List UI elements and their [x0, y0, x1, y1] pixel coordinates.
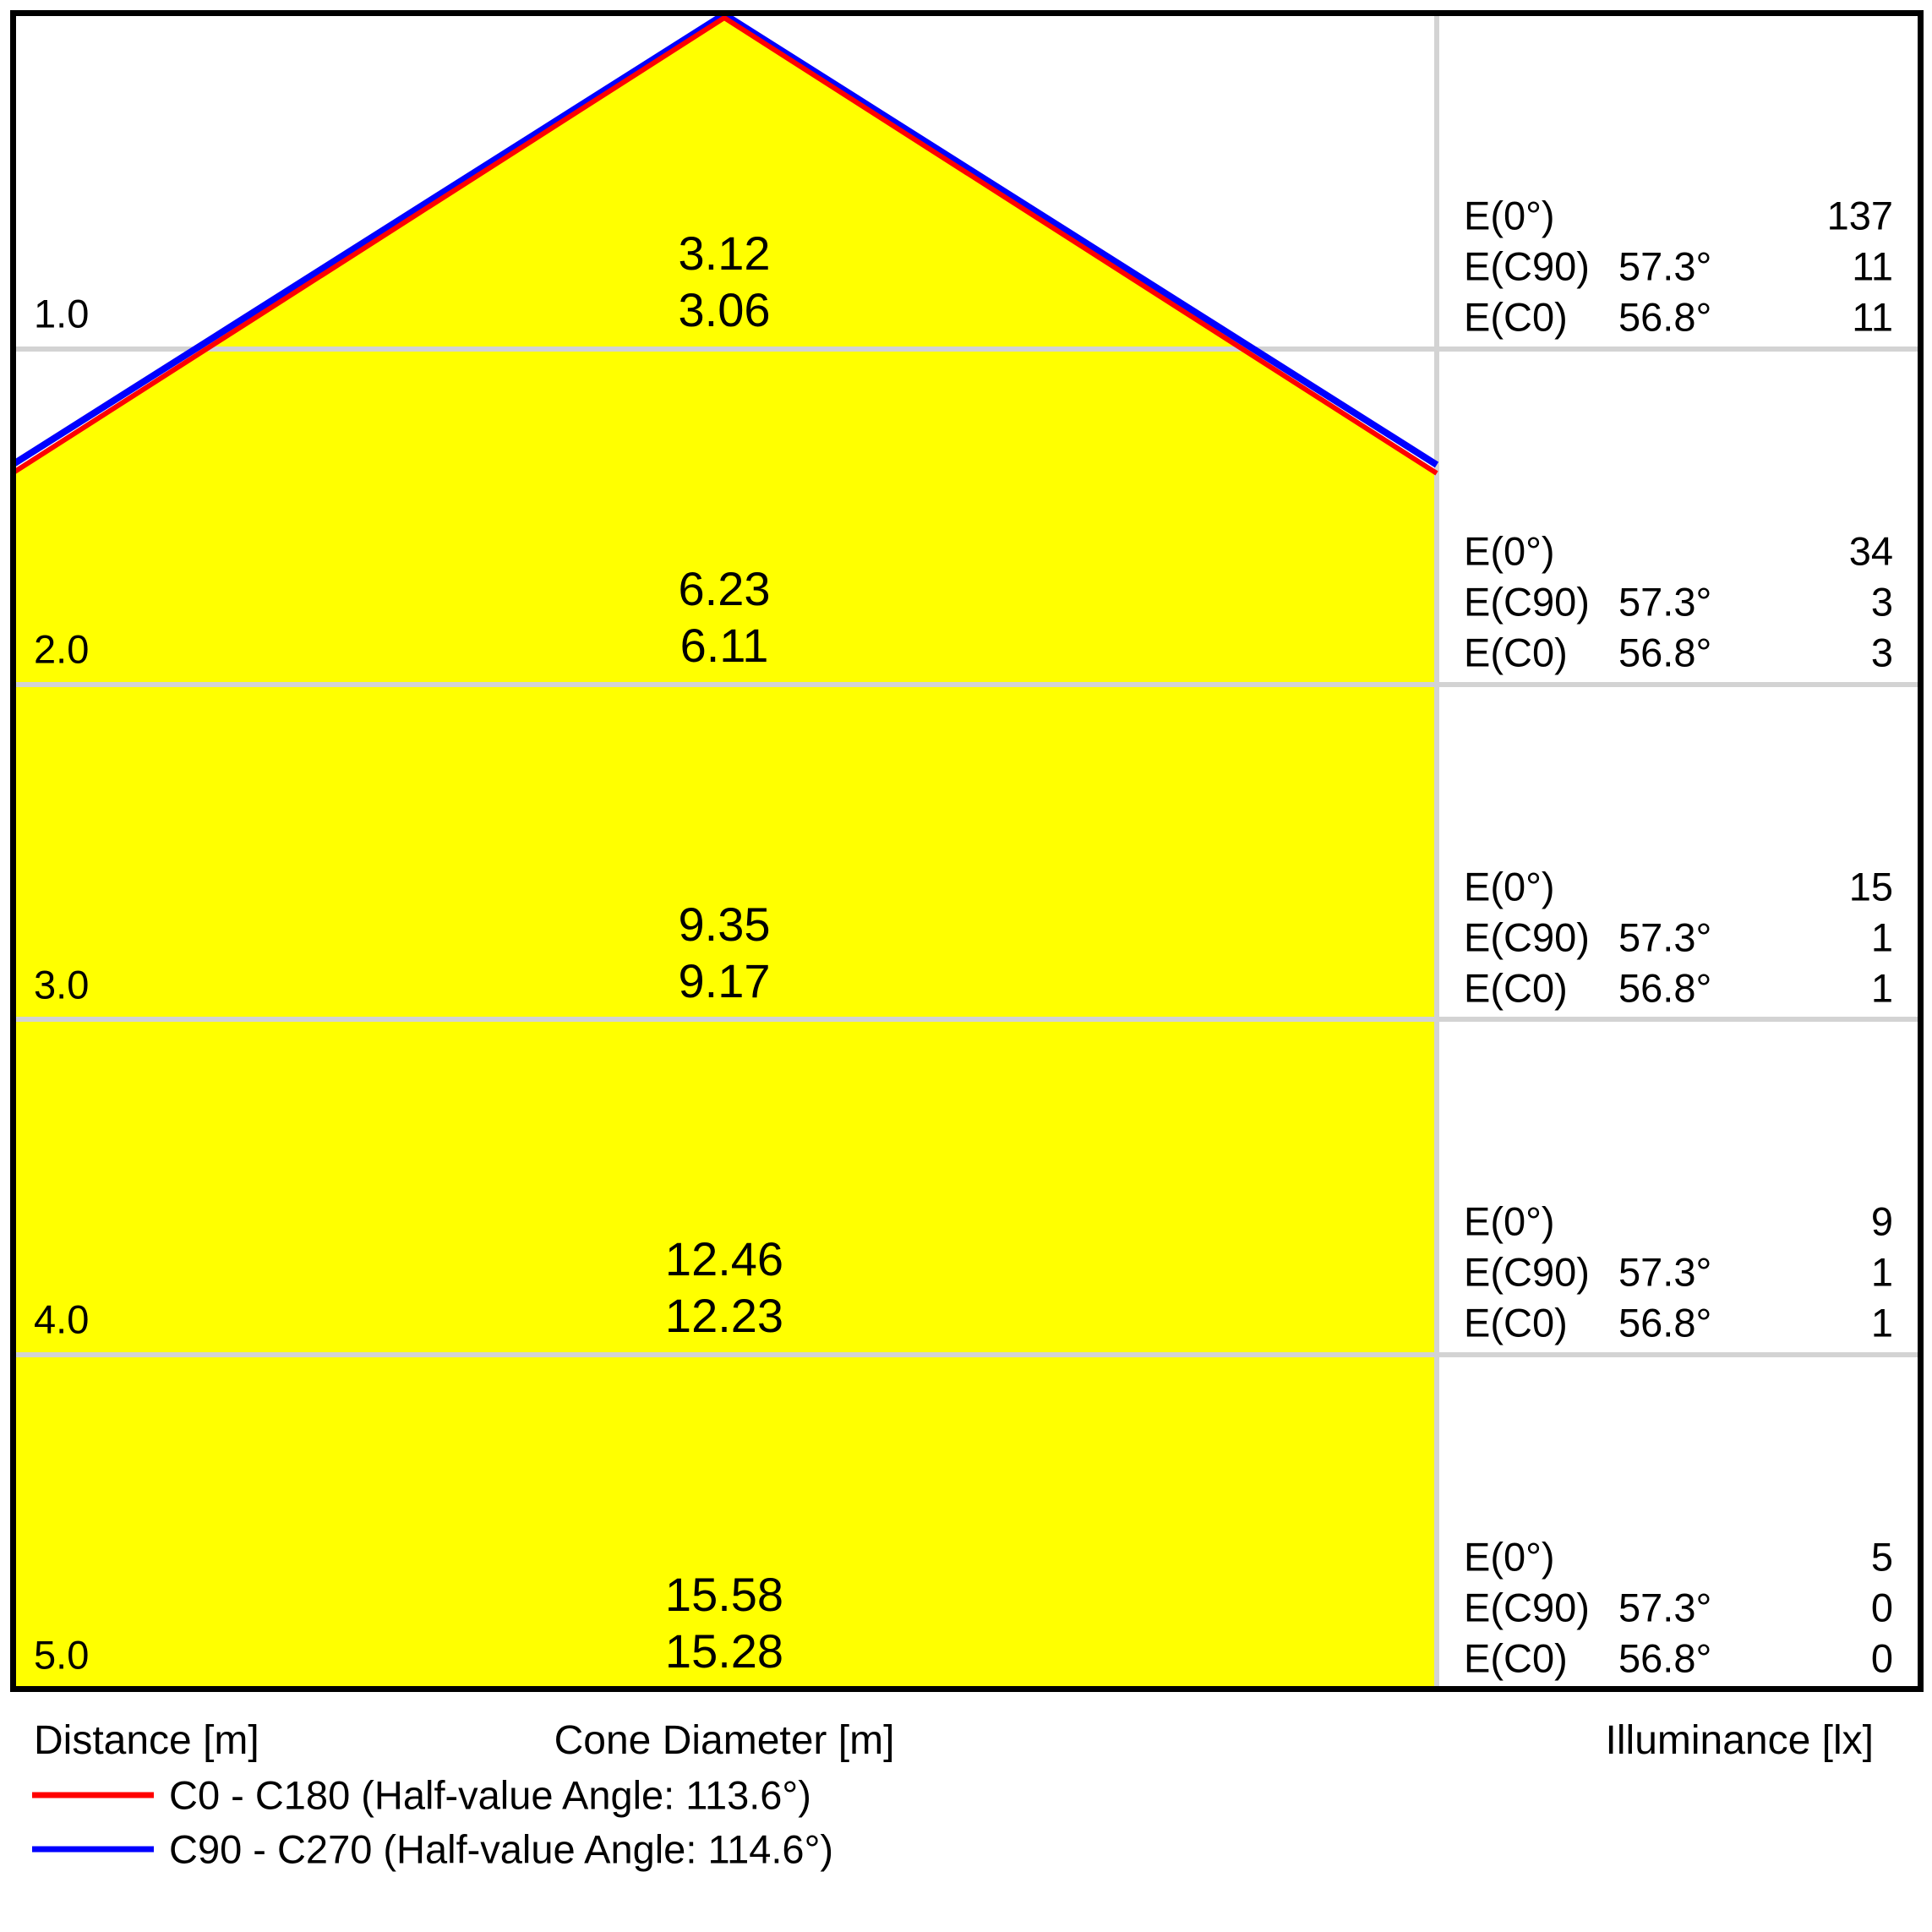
e0-value: 5 — [1870, 1534, 1893, 1580]
ec0-value: 1 — [1870, 965, 1893, 1011]
ec90-angle: 57.3° — [1618, 1585, 1712, 1630]
table-row: 2.0 6.23 6.11 E(0°) 34 E(C90) 57.3° 3 E(… — [0, 349, 1932, 685]
ec0-angle: 56.8° — [1618, 1300, 1712, 1345]
ec90-value: 11 — [1852, 243, 1893, 289]
ec0-label: E(C0) — [1464, 1635, 1568, 1681]
illuminance-column-header: Illuminance [lx] — [1605, 1718, 1874, 1763]
ec0-angle: 56.8° — [1618, 965, 1712, 1011]
light-cone-fill — [15, 18, 1437, 1687]
e0-label: E(0°) — [1464, 1534, 1555, 1580]
ec90-angle: 57.3° — [1618, 914, 1712, 960]
ec90-value: 1 — [1870, 914, 1893, 960]
row-grid-lines — [16, 347, 1918, 1357]
distance-value: 2.0 — [34, 626, 90, 672]
ec90-value: 1 — [1870, 1249, 1893, 1295]
table-row: 5.0 15.58 15.28 E(0°) 5 E(C90) 57.3° 0 E… — [0, 1355, 1932, 1690]
ec0-label: E(C0) — [1464, 1300, 1568, 1345]
ec0-label: E(C0) — [1464, 965, 1568, 1011]
cone-diameter-c90-value: 9.35 — [678, 898, 771, 951]
ec0-label: E(C0) — [1464, 630, 1568, 675]
e0-label: E(0°) — [1464, 193, 1555, 238]
ec0-value: 0 — [1870, 1635, 1893, 1681]
distance-value: 5.0 — [34, 1632, 90, 1678]
distance-column-header: Distance [m] — [34, 1718, 259, 1763]
e0-label: E(0°) — [1464, 1198, 1555, 1244]
table-border — [10, 10, 1924, 1692]
ec90-value: 0 — [1870, 1585, 1893, 1630]
cone-diameter-c0-value: 9.17 — [678, 954, 771, 1007]
ec0-angle: 56.8° — [1618, 294, 1712, 340]
cone-diameter-c0-value: 3.06 — [678, 283, 771, 336]
distance-value: 3.0 — [34, 962, 90, 1007]
ec90-label: E(C90) — [1464, 914, 1590, 960]
e0-value: 34 — [1848, 528, 1893, 574]
legend-label-c90-c270: C90 - C270 (Half-value Angle: 114.6°) — [169, 1826, 834, 1872]
ec90-label: E(C90) — [1464, 1249, 1590, 1295]
cone-diameter-c90-value: 3.12 — [678, 226, 771, 280]
cone-diameter-c90-value: 12.46 — [664, 1232, 784, 1285]
table-row: 4.0 12.46 12.23 E(0°) 9 E(C90) 57.3° 1 E… — [0, 1019, 1932, 1355]
e0-value: 137 — [1826, 193, 1893, 238]
ec0-angle: 56.8° — [1618, 630, 1712, 675]
ec90-angle: 57.3° — [1618, 1249, 1712, 1295]
ec90-label: E(C90) — [1464, 579, 1590, 625]
e0-label: E(0°) — [1464, 864, 1555, 909]
ec0-angle: 56.8° — [1618, 1635, 1712, 1681]
legend-label-c0-c180: C0 - C180 (Half-value Angle: 113.6°) — [169, 1772, 811, 1818]
table-row: 3.0 9.35 9.17 E(0°) 15 E(C90) 57.3° 1 E(… — [0, 685, 1932, 1020]
ec90-label: E(C90) — [1464, 1585, 1590, 1630]
cone-diameter-c90-value: 15.58 — [664, 1568, 784, 1621]
ec0-value: 11 — [1852, 294, 1893, 340]
cone-diameter-c0-value: 12.23 — [664, 1289, 784, 1342]
ec90-label: E(C90) — [1464, 243, 1590, 289]
distance-value: 1.0 — [34, 291, 90, 336]
ec0-label: E(C0) — [1464, 294, 1568, 340]
cone-diameter-c90-value: 6.23 — [678, 562, 771, 615]
cone-diameter-column-header: Cone Diameter [m] — [554, 1718, 895, 1763]
cone-diameter-c0-value: 15.28 — [664, 1624, 784, 1678]
distance-value: 4.0 — [34, 1296, 90, 1342]
e0-value: 15 — [1848, 864, 1893, 909]
e0-label: E(0°) — [1464, 528, 1555, 574]
cone-diameter-c0-value: 6.11 — [679, 619, 769, 672]
ec0-value: 1 — [1870, 1300, 1893, 1345]
cone-line-c0-c180 — [12, 14, 1438, 476]
ec90-angle: 57.3° — [1618, 579, 1712, 625]
ec90-angle: 57.3° — [1618, 243, 1712, 289]
ec90-value: 3 — [1870, 579, 1893, 625]
table-row: 1.0 3.12 3.06 E(0°) 137 E(C90) 57.3° 11 … — [0, 14, 1932, 349]
e0-value: 9 — [1870, 1198, 1893, 1244]
ec0-value: 3 — [1870, 630, 1893, 675]
